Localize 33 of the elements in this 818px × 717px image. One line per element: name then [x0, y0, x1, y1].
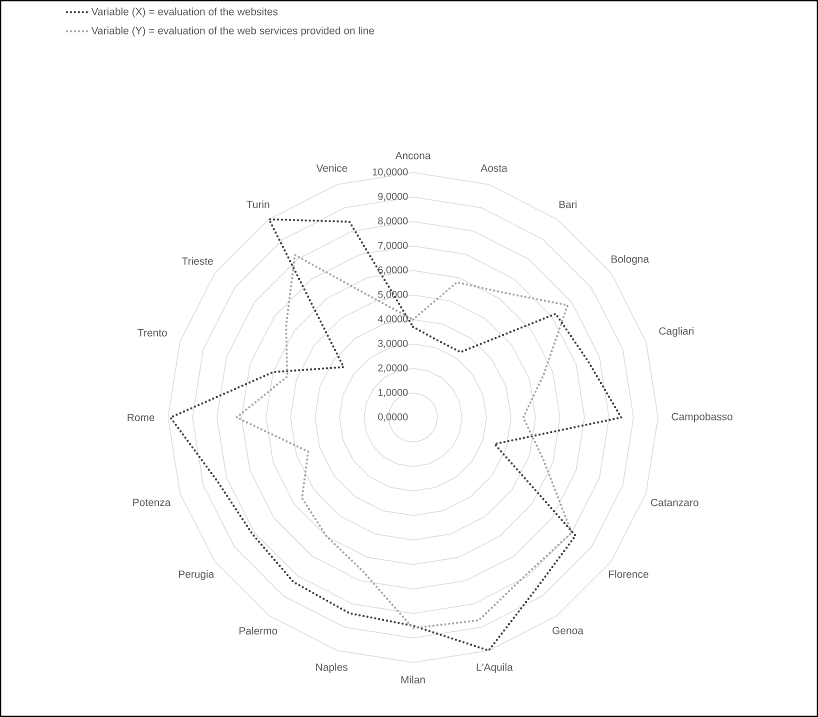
spoke-label: Bologna — [612, 255, 650, 265]
y-tick-label: 1,0000 — [378, 388, 408, 398]
spoke-label: Catanzaro — [651, 498, 698, 506]
spoke-label: Venice — [316, 164, 348, 172]
spoke-label: Aosta — [480, 164, 508, 172]
y-tick-label: 0,0000 — [378, 413, 408, 422]
spoke-label: Trieste — [182, 257, 213, 265]
y-tick-label: 10,0000 — [372, 168, 408, 177]
y-tick-label: 7,0000 — [378, 242, 408, 250]
spoke-label: Potenza — [133, 498, 171, 506]
spoke-label: Campobasso — [672, 412, 732, 422]
spoke-label: Perugia — [178, 570, 214, 580]
spoke-label: Rome — [128, 414, 154, 422]
y-tick-label: 5,0000 — [378, 290, 408, 300]
legend-label: Variable (Y) = evaluation of the web services provided on line — [91, 26, 374, 36]
spoke-label: Milan — [401, 676, 425, 684]
spoke-label: Trento — [138, 329, 167, 336]
spoke-label: Genoa — [552, 626, 584, 634]
spoke-label: Bari — [559, 200, 576, 208]
spoke-label: Naples — [316, 663, 348, 673]
spoke-label: Cagliari — [659, 327, 694, 337]
y-tick-label: 3,0000 — [378, 340, 408, 348]
spoke-label: Turin — [246, 200, 270, 208]
legend-label: Variable (X) = evaluation of the websites — [91, 8, 278, 18]
spoke-label: L'Aquila — [476, 663, 513, 673]
y-tick-label: 8,0000 — [378, 217, 408, 226]
spoke-label: Palermo — [240, 626, 278, 635]
y-tick-label: 9,0000 — [378, 192, 408, 202]
spoke-label: Florence — [608, 570, 648, 578]
y-tick-label: 2,0000 — [378, 364, 408, 373]
spoke-label: Ancona — [395, 152, 431, 160]
y-tick-label: 4,0000 — [378, 315, 408, 324]
y-tick-label: 6,0000 — [378, 266, 408, 275]
